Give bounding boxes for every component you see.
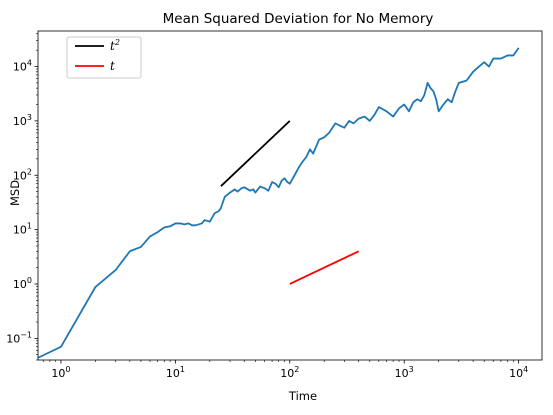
y-tick-label: 104	[13, 59, 32, 74]
axes-frame	[37, 30, 543, 361]
x-tick-label: 103	[395, 365, 414, 380]
y-tick-label: 101	[13, 222, 32, 237]
plot-area	[37, 47, 520, 359]
legend-box	[66, 36, 142, 79]
reference-line-t	[289, 250, 360, 285]
y-tick-label: 10−1	[6, 330, 32, 345]
x-axis: 100 101 102 103 104	[42, 360, 528, 380]
y-axis: 10−1 100 101 102 103 104	[6, 33, 38, 361]
legend: t2 t	[66, 36, 142, 79]
msd-series-line	[37, 47, 520, 359]
y-axis-label: MSD	[8, 180, 22, 206]
x-tick-label: 100	[51, 365, 70, 380]
legend-label-t-base: t	[110, 59, 115, 73]
x-tick-label: 101	[166, 365, 185, 380]
legend-label-t: t	[110, 59, 115, 73]
x-tick-label: 102	[280, 365, 299, 380]
y-tick-label: 103	[13, 113, 32, 128]
legend-label-t-squared: t2	[110, 38, 120, 53]
x-tick-label: 104	[509, 365, 528, 380]
legend-label-t-squared-base: t	[110, 39, 115, 53]
chart-title: Mean Squared Deviation for No Memory	[163, 11, 434, 27]
reference-line-t-squared	[220, 120, 291, 187]
y-tick-label: 100	[13, 276, 32, 291]
y-tick-label: 102	[13, 167, 32, 182]
x-axis-label: Time	[288, 389, 317, 403]
legend-label-t-squared-sup: 2	[114, 38, 120, 47]
